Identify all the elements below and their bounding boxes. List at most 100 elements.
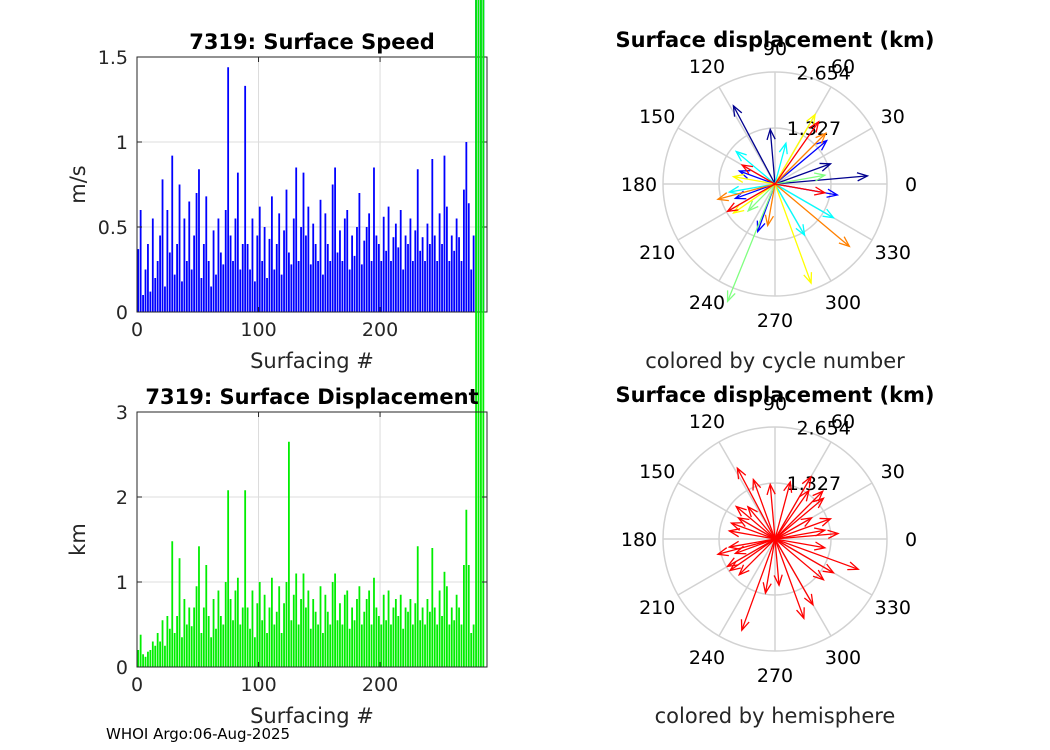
displacement-vector	[774, 518, 831, 540]
displacement-vector	[774, 183, 812, 284]
chart-title: Surface displacement (km)	[615, 383, 934, 407]
displacement-vector	[774, 538, 824, 581]
displacement-vector	[774, 481, 791, 540]
vector-arrowhead	[725, 557, 739, 568]
x-axis-label: Surfacing #	[250, 349, 374, 373]
displacement-vector	[741, 164, 776, 185]
vector-arrowhead	[727, 185, 741, 195]
angle-label: 240	[689, 292, 725, 314]
vector-arrowhead	[727, 528, 741, 538]
vector-arrowhead	[826, 188, 840, 198]
displacement-vector	[774, 532, 839, 540]
displacement-vector	[774, 121, 820, 185]
vector-arrowhead	[746, 200, 759, 213]
displacement-vector	[736, 467, 776, 540]
angle-label: 60	[831, 56, 855, 78]
displacement-vector	[733, 183, 776, 214]
vector-arrowhead	[800, 517, 814, 527]
displacement-vector	[729, 183, 776, 193]
y-axis-label: km	[66, 523, 90, 556]
plot-area	[137, 412, 487, 667]
vector-arrowhead	[736, 466, 747, 480]
displacement-vector	[764, 538, 776, 594]
vector-arrowhead	[740, 164, 754, 175]
y-tick-label: 0.5	[98, 217, 128, 239]
polar-spoke	[718, 538, 776, 637]
vector-arrowhead	[796, 607, 805, 620]
angle-label: 150	[639, 461, 675, 483]
displacement-vector	[774, 538, 825, 549]
y-tick-label: 1	[116, 132, 128, 154]
vector-arrowhead	[813, 541, 827, 551]
displacement-vector	[774, 538, 834, 574]
x-tick-label: 200	[362, 674, 398, 696]
axes-box	[136, 411, 488, 668]
y-tick-label: 3	[116, 402, 128, 424]
polar-spoke	[718, 183, 776, 282]
angle-label: 90	[763, 393, 787, 415]
vector-arrowhead	[734, 505, 747, 517]
angle-label: 180	[621, 529, 657, 551]
vector-arrowhead	[812, 497, 825, 509]
vector-arrowhead	[732, 203, 745, 215]
chart-caption: colored by cycle number	[645, 349, 905, 373]
radial-tick-label: 2.654	[796, 418, 850, 440]
vector-arrowhead	[762, 582, 772, 595]
x-tick-label: 100	[240, 674, 276, 696]
vector-arrowhead	[799, 489, 810, 502]
angle-label: 240	[689, 647, 725, 669]
displacement-vector	[733, 176, 776, 185]
vector-arrowhead	[740, 619, 750, 632]
y-tick-label: 1	[116, 572, 128, 594]
displacement-vector	[774, 490, 824, 540]
vector-arrowhead	[726, 290, 736, 304]
vector-arrowhead	[809, 120, 820, 133]
angle-label: 270	[757, 310, 793, 332]
chart-caption: colored by hemisphere	[655, 704, 896, 728]
vector-arrowhead	[816, 139, 829, 151]
displacement-vector	[747, 183, 776, 212]
displacement-vector	[774, 538, 780, 586]
vector-arrowhead	[764, 214, 775, 228]
angle-label: 120	[689, 411, 725, 433]
vector-arrowhead	[812, 569, 825, 581]
vector-arrowhead	[716, 192, 729, 202]
angle-label: 330	[875, 242, 911, 264]
vector-arrowhead	[728, 560, 741, 572]
vector-arrowhead	[766, 482, 776, 496]
displacement-vector	[774, 538, 859, 570]
displacement-vector	[735, 150, 776, 185]
y-tick-label: 0	[116, 302, 128, 324]
vector-arrowhead	[819, 517, 833, 527]
displacement-vector	[774, 183, 834, 219]
displacement-vector	[731, 522, 776, 540]
vector-arrowhead	[806, 113, 816, 126]
angle-label: 60	[831, 411, 855, 433]
displacement-vector	[738, 517, 776, 540]
vector-arrowhead	[756, 220, 766, 234]
displacement-vector	[739, 170, 776, 185]
displacement-vector	[727, 538, 776, 567]
x-tick-label: 0	[131, 674, 143, 696]
angle-label: 210	[639, 597, 675, 619]
displacement-vector	[774, 183, 825, 194]
vector-arrowhead	[822, 208, 835, 219]
vector-arrowhead	[822, 563, 835, 574]
displacement-vector	[717, 538, 776, 555]
displacement-vector	[732, 105, 776, 185]
displacement-vector	[735, 505, 776, 540]
displacement-vector	[774, 114, 816, 185]
vector-arrowhead	[725, 202, 739, 213]
displacement-vector	[774, 490, 810, 540]
vector-arrowhead	[746, 505, 758, 518]
displacement-vector	[774, 175, 868, 185]
footer-stamp: WHOI Argo:06-Aug-2025	[106, 725, 291, 743]
x-tick-label: 0	[131, 319, 143, 341]
angle-label: 330	[875, 597, 911, 619]
displacement-vector	[774, 529, 825, 540]
angle-label: 120	[689, 56, 725, 78]
displacement-vector	[774, 497, 824, 540]
vector-arrowhead	[803, 272, 813, 285]
y-tick-label: 0	[116, 657, 128, 679]
